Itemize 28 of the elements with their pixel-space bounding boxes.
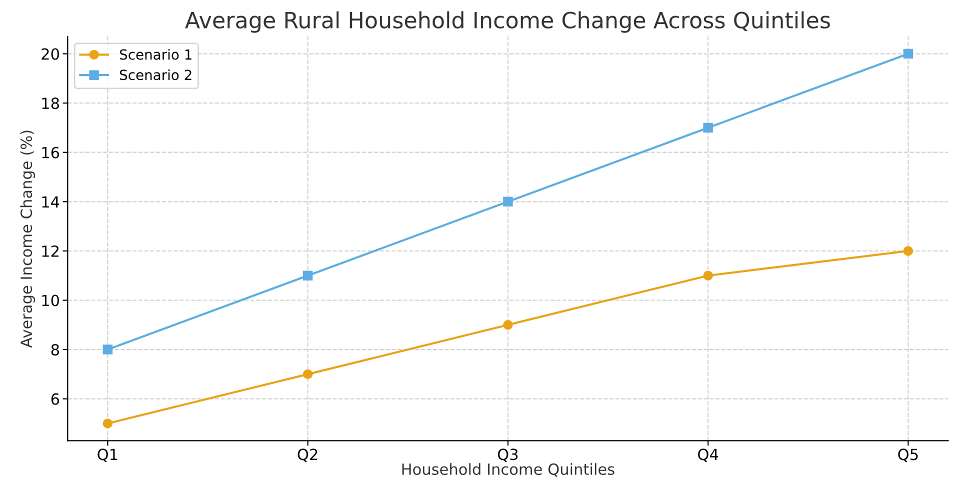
y-tick-label: 16 — [42, 146, 60, 158]
y-tick-label: 10 — [42, 294, 60, 306]
x-tick-label: Q2 — [298, 448, 318, 462]
y-tick-label: 6 — [51, 393, 60, 405]
point — [102, 418, 113, 428]
point — [903, 48, 914, 59]
legend-label: Scenario 1 — [120, 49, 192, 60]
point — [302, 270, 313, 280]
point — [503, 320, 513, 330]
x-tick-label: Q3 — [498, 448, 518, 462]
point — [503, 196, 513, 207]
x-axis-title: Household Income Quintiles — [402, 463, 614, 477]
point — [703, 122, 713, 133]
chart-title: Average Rural Household Income Change Across Quintiles — [185, 11, 830, 33]
y-tick-label: 12 — [42, 245, 58, 257]
y-tick-label: 20 — [42, 48, 60, 60]
y-tick-label: 18 — [42, 98, 59, 110]
x-tick-label: Q5 — [898, 448, 918, 462]
x-tick-label: Q1 — [98, 448, 118, 462]
point — [302, 369, 313, 380]
y-axis-title: Average Income Change (%) — [20, 130, 36, 348]
point — [703, 270, 713, 280]
y-tick-label: 14 — [42, 196, 60, 208]
x-tick-label: Q4 — [698, 448, 718, 462]
legend-label: Scenario 2 — [120, 69, 192, 80]
point — [102, 344, 113, 354]
point — [903, 246, 914, 256]
y-tick-label: 8 — [51, 344, 59, 356]
